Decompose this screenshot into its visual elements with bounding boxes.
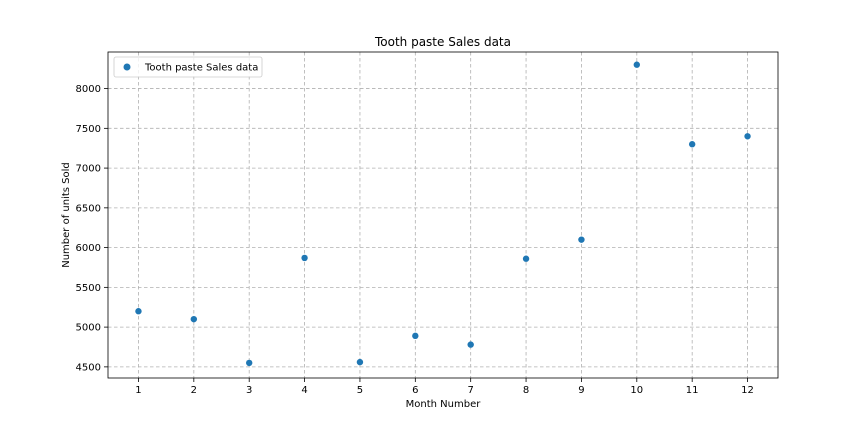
- data-point: [245, 359, 253, 367]
- data-point: [578, 236, 585, 243]
- data-point: [688, 141, 696, 148]
- legend-marker: [123, 63, 131, 71]
- y-tick-label: 5500: [76, 283, 101, 294]
- grid: [108, 52, 778, 378]
- y-tick-label: 7000: [76, 164, 101, 175]
- data-point: [301, 254, 308, 262]
- data-point: [412, 332, 419, 340]
- data-point: [633, 61, 641, 68]
- x-tick-label: 10: [630, 385, 643, 396]
- x-tick-label: 8: [523, 385, 529, 396]
- plot-area-frame: [107, 51, 779, 379]
- x-tick-label: 3: [246, 385, 252, 396]
- data-points: [135, 61, 751, 367]
- legend-label: Tooth paste Sales data: [144, 63, 258, 74]
- y-tick-label: 8000: [76, 84, 101, 95]
- y-tick-label: 6500: [76, 203, 101, 214]
- x-tick-label: 1: [135, 385, 141, 396]
- axis-ticks: 1 2 3 4 5 6 7 8 9 10 11 124500500055006000650070007…: [76, 84, 754, 396]
- y-tick-label: 4500: [76, 362, 101, 373]
- x-tick-label: 4: [301, 385, 307, 396]
- data-point: [522, 255, 530, 262]
- x-tick-label: 12: [741, 385, 754, 396]
- data-point: [135, 308, 142, 315]
- data-point: [190, 315, 198, 323]
- data-point: [356, 358, 364, 366]
- x-tick-label: 7: [467, 385, 473, 396]
- x-axis-label: Month Number: [406, 399, 482, 410]
- legend: Tooth paste Sales data: [113, 56, 263, 78]
- x-tick-label: 9: [578, 385, 584, 396]
- y-tick-label: 6000: [76, 243, 101, 254]
- x-tick-label: 11: [686, 385, 699, 396]
- y-tick-label: 7500: [76, 124, 101, 135]
- y-axis-label: Number of units Sold: [61, 162, 72, 268]
- data-point: [467, 341, 474, 348]
- y-tick-label: 5000: [76, 323, 101, 334]
- x-tick-label: 5: [357, 385, 363, 396]
- data-point: [744, 133, 751, 140]
- legend-box: [113, 56, 263, 78]
- x-tick-label: 2: [191, 385, 197, 396]
- chart-title: Tooth paste Sales data: [374, 35, 511, 49]
- x-tick-label: 6: [412, 385, 418, 396]
